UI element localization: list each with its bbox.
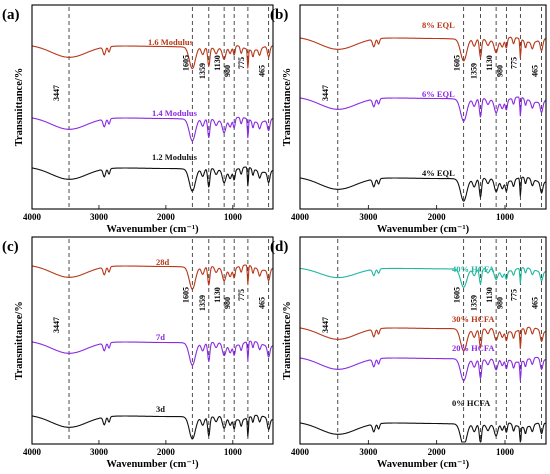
x-tick-label: 3000 [359, 212, 378, 222]
peak-label-980: 980 [495, 65, 504, 77]
series-line-3 [31, 166, 274, 192]
panel-label: (d) [270, 239, 288, 255]
series-label: 3d [156, 404, 165, 414]
peak-label-775: 775 [509, 57, 518, 69]
peak-label-775: 775 [237, 289, 246, 301]
x-axis-label: Wavenumber (cm⁻¹) [106, 459, 199, 470]
series-label: 1.4 Modulus [152, 108, 198, 118]
series-label: 1.2 Modulus [152, 152, 198, 162]
peak-label-1359: 1359 [198, 295, 207, 311]
x-tick-label: 1000 [496, 447, 515, 457]
series-line-1 [31, 45, 274, 70]
peak-label-1130: 1130 [213, 287, 222, 303]
peak-label-775: 775 [509, 289, 518, 301]
x-axis-label: Wavenumber (cm⁻¹) [377, 224, 470, 235]
series-label: 1.6 Modulus [148, 37, 194, 47]
series-label: 40% HCFA [452, 264, 495, 274]
peak-label-465: 465 [531, 297, 540, 309]
peak-label-1130: 1130 [485, 287, 494, 303]
series-label: 20% HCFA [452, 343, 495, 353]
series-label: 6% EQL [422, 89, 455, 99]
series-line-1 [299, 267, 547, 288]
x-tick-label: 3000 [359, 447, 378, 457]
peak-label-1359: 1359 [469, 63, 478, 79]
x-tick-label: 1000 [224, 212, 243, 222]
plot-frame [31, 4, 274, 210]
series-line-1 [299, 36, 547, 62]
series-line-2 [299, 96, 547, 122]
y-axis-label: Transmittance/% [14, 301, 25, 380]
panel-label: (a) [2, 7, 20, 23]
x-tick-label: 3000 [90, 212, 109, 222]
series-label: 7d [156, 332, 165, 342]
x-tick-label: 2000 [157, 447, 176, 457]
x-tick-label: 2000 [428, 447, 447, 457]
x-tick-label: 4000 [23, 447, 42, 457]
series-line-2 [31, 340, 274, 366]
series-label: 30% HCFA [452, 314, 495, 324]
plot-frame [299, 236, 547, 445]
peak-label-3447: 3447 [52, 85, 61, 101]
x-tick-label: 2000 [157, 212, 176, 222]
x-axis-label: Wavenumber (cm⁻¹) [106, 224, 199, 235]
series-label: 4% EQL [422, 168, 455, 178]
peak-label-980: 980 [223, 297, 232, 309]
y-axis-label: Transmittance/% [14, 68, 25, 147]
peak-label-980: 980 [495, 297, 504, 309]
peak-label-1359: 1359 [469, 295, 478, 311]
plot-frame [299, 4, 547, 210]
peak-label-3447: 3447 [321, 317, 330, 333]
x-tick-label: 1000 [496, 212, 515, 222]
x-tick-label: 2000 [428, 212, 447, 222]
x-tick-label: 3000 [90, 447, 109, 457]
series-label: 28d [156, 257, 170, 267]
series-line-2 [31, 116, 274, 142]
peak-label-1605: 1605 [453, 287, 462, 303]
panel-1: 1.6 Modulus 1.4 Modulus 1.2 Modulus 4000 300… [2, 4, 274, 235]
peak-label-465: 465 [531, 65, 540, 77]
peak-label-3447: 3447 [321, 85, 330, 101]
y-axis-label: Transmittance/% [282, 301, 293, 380]
x-tick-label: 1000 [224, 447, 243, 457]
series-line-4 [299, 422, 547, 443]
peak-label-1130: 1130 [213, 55, 222, 71]
peak-label-465: 465 [258, 65, 267, 77]
peak-label-3447: 3447 [52, 317, 61, 333]
peak-label-775: 775 [237, 57, 246, 69]
series-line-3 [299, 356, 547, 382]
peak-label-1605: 1605 [181, 55, 190, 71]
peak-label-980: 980 [223, 65, 232, 77]
panel-3: 28d 7d 3d 4000 3000 2000 1000 Wavenumber (cm⁻¹)… [2, 236, 274, 470]
peak-label-1605: 1605 [181, 287, 190, 303]
panel-label: (b) [270, 7, 288, 23]
series-line-1 [31, 264, 274, 290]
panel-2: 8% EQL 6% EQL 4% EQL 4000 3000 2000 1000 Wavenu… [270, 4, 547, 235]
panel-4: 40% HCFA 30% HCFA 20% HCFA 0% HCFA 4000 3000 2… [270, 236, 547, 470]
x-tick-label: 4000 [23, 212, 42, 222]
peak-label-1605: 1605 [453, 55, 462, 71]
y-axis-label: Transmittance/% [282, 68, 293, 147]
series-line-3 [31, 414, 274, 440]
panel-label: (c) [2, 239, 19, 255]
series-label: 0% HCFA [452, 398, 491, 408]
peak-label-1359: 1359 [198, 63, 207, 79]
x-tick-label: 4000 [291, 212, 310, 222]
series-line-2 [299, 326, 547, 352]
x-axis-label: Wavenumber (cm⁻¹) [377, 459, 470, 470]
peak-label-1130: 1130 [485, 55, 494, 71]
series-line-3 [299, 176, 547, 202]
x-tick-label: 4000 [291, 447, 310, 457]
series-label: 8% EQL [422, 20, 455, 30]
peak-label-465: 465 [258, 297, 267, 309]
plot-frame [31, 236, 274, 445]
